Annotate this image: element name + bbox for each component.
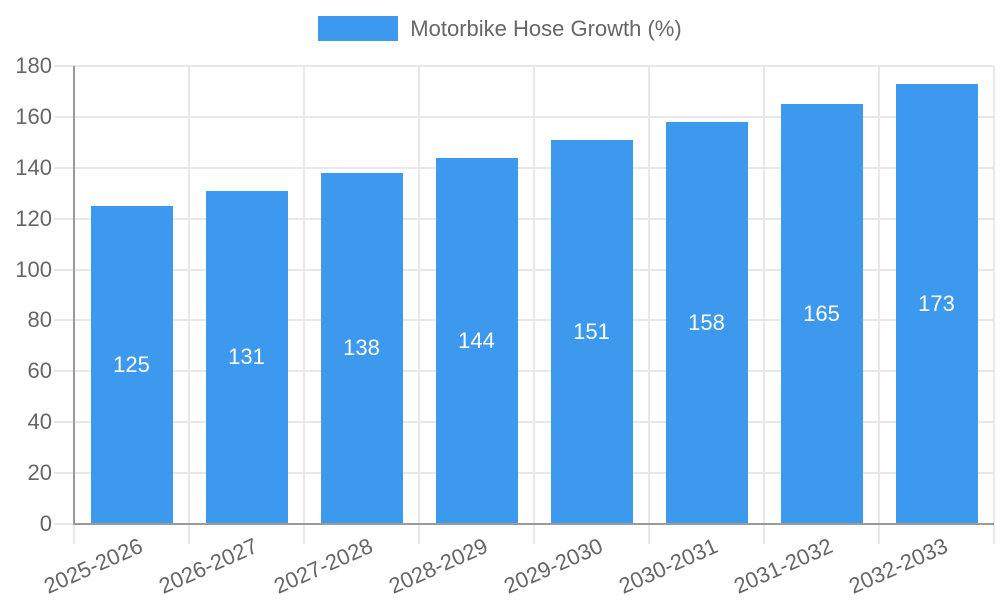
bar[interactable]: 165: [780, 104, 863, 524]
x-gridline: [878, 66, 880, 544]
bar[interactable]: 173: [895, 83, 978, 524]
x-gridline: [418, 66, 420, 544]
bar[interactable]: 138: [320, 172, 403, 524]
bar[interactable]: 144: [435, 157, 518, 524]
y-axis-tick-label: 20: [27, 460, 52, 486]
bar-value-label: 165: [803, 301, 840, 327]
x-gridline: [533, 66, 535, 544]
x-gridline: [303, 66, 305, 544]
bar[interactable]: 151: [550, 139, 633, 524]
y-axis-tick-label: 60: [27, 358, 52, 384]
bar[interactable]: 125: [90, 205, 173, 524]
x-axis-tick-label: 2026-2027: [155, 533, 262, 599]
x-axis-tick-label: 2031-2032: [730, 533, 837, 599]
x-gridline: [188, 66, 190, 544]
y-gridline: [54, 268, 994, 271]
y-gridline: [54, 65, 994, 67]
bar-value-label: 173: [918, 290, 955, 316]
bar-value-label: 138: [343, 335, 380, 361]
x-axis-tick-label: 2027-2028: [270, 533, 377, 599]
x-axis-tick-label: 2030-2031: [615, 533, 722, 599]
y-gridline: [54, 472, 994, 475]
y-gridline: [54, 370, 994, 373]
y-gridline: [54, 421, 994, 424]
y-axis-line: [73, 66, 75, 524]
y-axis-tick-label: 80: [27, 307, 52, 333]
y-axis-tick-label: 40: [27, 409, 52, 435]
legend: Motorbike Hose Growth (%): [0, 16, 1000, 41]
y-axis-tick-label: 140: [15, 154, 52, 180]
bar-value-label: 151: [573, 318, 610, 344]
x-gridline: [993, 66, 995, 544]
x-gridline: [648, 66, 650, 544]
y-axis-tick-label: 160: [15, 103, 52, 129]
y-gridline: [54, 217, 994, 220]
y-gridline: [54, 115, 994, 118]
x-axis-tick-label: 2029-2030: [500, 533, 607, 599]
x-gridline: [763, 66, 765, 544]
y-axis-tick-label: 0: [39, 511, 52, 536]
bar-value-label: 158: [688, 309, 725, 335]
x-axis-line: [73, 523, 994, 525]
y-gridline: [54, 166, 994, 169]
legend-label: Motorbike Hose Growth (%): [410, 16, 682, 41]
bar-value-label: 125: [113, 351, 150, 377]
x-axis-tick-label: 2028-2029: [385, 533, 492, 599]
y-axis-tick-label: 120: [15, 205, 52, 231]
legend-item[interactable]: Motorbike Hose Growth (%): [318, 16, 682, 41]
bar[interactable]: 131: [205, 190, 288, 524]
y-gridline: [54, 319, 994, 322]
bar-value-label: 131: [228, 344, 265, 370]
y-axis-tick-label: 100: [15, 256, 52, 282]
bar[interactable]: 158: [665, 121, 748, 524]
legend-swatch-icon: [318, 16, 399, 41]
x-axis-tick-label: 2025-2026: [40, 533, 147, 599]
y-axis-tick-label: 180: [15, 53, 52, 78]
x-axis-tick-label: 2032-2033: [845, 533, 952, 599]
bar-value-label: 144: [458, 327, 495, 353]
